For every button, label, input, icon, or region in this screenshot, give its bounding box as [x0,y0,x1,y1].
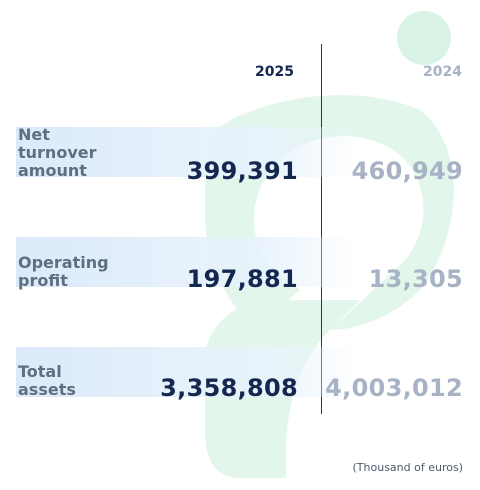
row-label-net-turnover: Net turnover amount [18,125,97,180]
value-operating-profit-2025: 197,881 [186,265,298,293]
row-label-operating-profit: Operating profit [18,253,109,290]
row-band-total-assets [16,347,360,397]
logo-dot [397,11,451,65]
column-divider [321,44,322,414]
column-header-2025: 2025 [255,64,294,80]
row-band-operating-profit [16,237,360,287]
value-total-assets-2025: 3,358,808 [160,374,298,402]
column-header-2024: 2024 [423,64,462,80]
value-operating-profit-2024: 13,305 [368,265,463,293]
value-net-turnover-2025: 399,391 [186,157,298,185]
value-total-assets-2024: 4,003,012 [325,374,463,402]
unit-note: (Thousand of euros) [352,461,463,474]
row-band-net-turnover [16,127,360,177]
row-label-total-assets: Total assets [18,362,76,399]
value-net-turnover-2024: 460,949 [351,157,463,185]
